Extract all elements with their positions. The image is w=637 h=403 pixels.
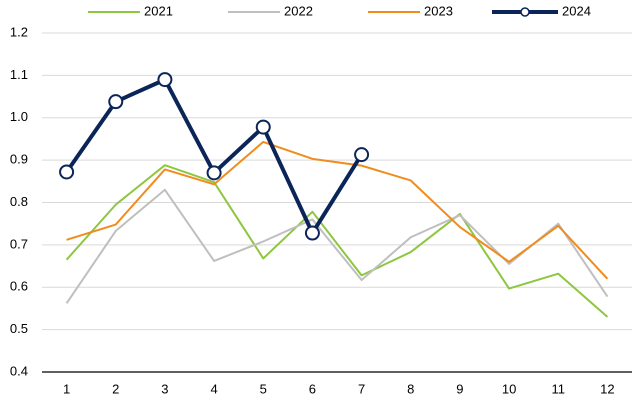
- y-tick-label: 1.2: [10, 24, 28, 39]
- x-tick-label: 6: [309, 381, 316, 396]
- point-marker: [206, 165, 222, 181]
- x-tick-label: 9: [456, 381, 463, 396]
- series-line: [65, 188, 609, 304]
- y-tick-label: 1.0: [10, 109, 28, 124]
- y-tick-label: 0.9: [10, 152, 28, 167]
- x-tick-label: 10: [502, 381, 516, 396]
- x-tick-label: 1: [63, 381, 70, 396]
- y-tick-label: 0.5: [10, 321, 28, 336]
- x-tick-label: 5: [260, 381, 267, 396]
- x-tick-label: 12: [600, 381, 614, 396]
- x-tick-label: 2: [112, 381, 119, 396]
- y-tick-label: 0.7: [10, 236, 28, 251]
- point-marker: [157, 72, 173, 88]
- x-tick-label: 3: [161, 381, 168, 396]
- point-marker: [354, 147, 370, 163]
- y-tick-label: 0.4: [10, 363, 28, 378]
- point-marker: [255, 119, 271, 135]
- y-tick-label: 0.6: [10, 279, 28, 294]
- series-line: [66, 140, 609, 280]
- legend-label: 2023: [424, 3, 453, 18]
- x-tick-label: 8: [407, 381, 414, 396]
- legend-label: 2021: [144, 3, 173, 18]
- y-tick-label: 1.1: [10, 67, 28, 82]
- series-line: [65, 164, 609, 318]
- legend-label: 2022: [284, 3, 313, 18]
- point-marker: [59, 164, 75, 180]
- legend-marker: [520, 7, 530, 17]
- x-tick-label: 11: [552, 381, 566, 396]
- point-marker: [108, 94, 124, 110]
- legend-label: 2024: [562, 3, 591, 18]
- point-marker: [304, 225, 320, 241]
- x-tick-label: 4: [210, 381, 217, 396]
- x-tick-label: 7: [358, 381, 365, 396]
- y-tick-label: 0.8: [10, 194, 28, 209]
